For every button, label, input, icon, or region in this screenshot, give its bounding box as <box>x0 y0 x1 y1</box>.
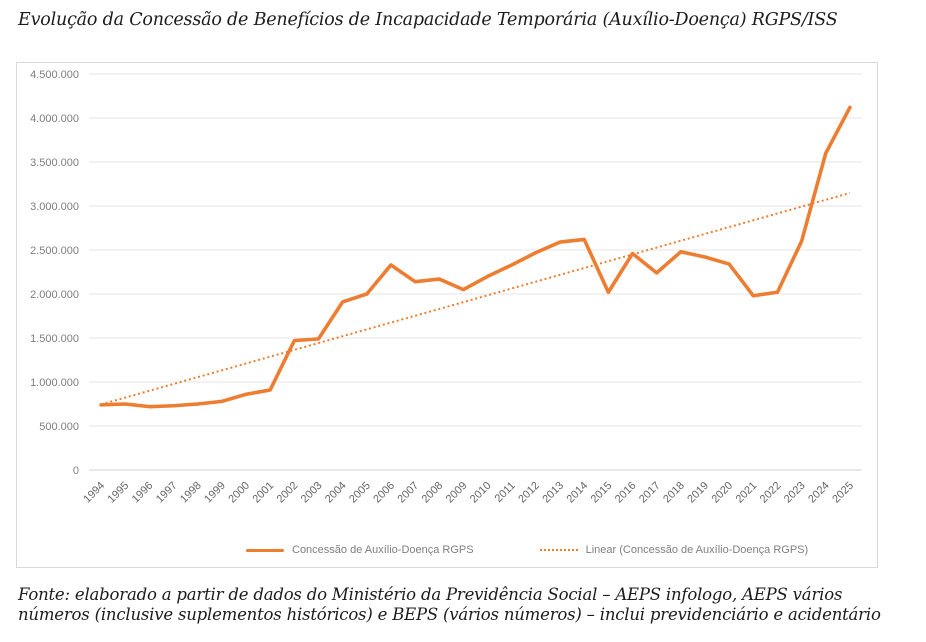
x-tick-label: 1998 <box>178 480 204 506</box>
x-tick-label: 2022 <box>758 480 784 506</box>
x-tick-label: 1995 <box>106 480 132 506</box>
x-tick-label: 2014 <box>565 480 591 506</box>
y-tick-label: 0 <box>73 465 79 477</box>
y-axis-tick-labels: 0 500.000 1.000.000 1.500.000 2.000.000 2.500… <box>30 69 79 477</box>
y-tick-label: 1.500.000 <box>30 333 79 345</box>
trendline <box>100 192 851 406</box>
x-tick-label: 2003 <box>299 480 325 506</box>
x-tick-label: 2005 <box>347 480 373 506</box>
legend-solid-line-icon <box>246 548 284 552</box>
x-axis-tick-labels: 1994199519961997199819992000200120022003… <box>81 480 856 506</box>
x-tick-label: 2001 <box>250 480 276 506</box>
legend-label-series: Concessão de Auxílio-Doença RGPS <box>292 544 474 556</box>
x-tick-label: 2013 <box>540 480 566 506</box>
y-tick-label: 500.000 <box>39 421 79 433</box>
x-tick-label: 2024 <box>806 480 832 506</box>
chart-legend: Concessão de Auxílio-Doença RGPS Linear … <box>246 544 808 556</box>
y-tick-label: 3.500.000 <box>30 157 79 169</box>
x-tick-label: 2009 <box>444 480 470 506</box>
y-tick-label: 1.000.000 <box>30 377 79 389</box>
y-tick-label: 2.500.000 <box>30 245 79 257</box>
x-tick-label: 1994 <box>81 480 107 506</box>
x-tick-label: 2021 <box>734 480 760 506</box>
gridlines <box>89 73 862 471</box>
legend-item-series: Concessão de Auxílio-Doença RGPS <box>246 544 474 556</box>
x-tick-label: 2004 <box>323 480 349 506</box>
x-tick-label: 2025 <box>830 480 856 506</box>
x-tick-label: 2008 <box>420 480 446 506</box>
x-tick-label: 2011 <box>493 480 518 505</box>
x-tick-label: 2006 <box>371 480 397 506</box>
x-tick-label: 2016 <box>613 480 639 506</box>
series-line-concessao-auxilio-doenca <box>99 105 852 409</box>
x-tick-label: 2017 <box>637 480 663 506</box>
x-tick-label: 1997 <box>154 480 180 506</box>
x-tick-label: 2012 <box>516 480 542 506</box>
x-tick-label: 2002 <box>275 480 301 506</box>
x-tick-label: 2000 <box>226 480 252 506</box>
legend-label-trendline: Linear (Concessão de Auxílio-Doença RGPS… <box>585 544 809 556</box>
x-tick-label: 2007 <box>395 480 421 506</box>
y-tick-label: 2.000.000 <box>30 289 79 301</box>
chart-frame: 0 500.000 1.000.000 1.500.000 2.000.000 2.500… <box>16 62 878 568</box>
x-tick-label: 2010 <box>468 480 494 506</box>
x-tick-label: 1999 <box>202 480 228 506</box>
page-title: Evolução da Concessão de Benefícios de I… <box>18 10 838 30</box>
x-tick-label: 2018 <box>661 480 687 506</box>
x-tick-label: 1996 <box>130 480 156 506</box>
y-tick-label: 4.000.000 <box>30 113 79 125</box>
chart-canvas: 0 500.000 1.000.000 1.500.000 2.000.000 2.500… <box>30 69 862 506</box>
legend-item-trendline: Linear (Concessão de Auxílio-Doença RGPS… <box>539 544 809 556</box>
x-tick-label: 2020 <box>709 480 735 506</box>
x-tick-label: 2015 <box>589 480 615 506</box>
x-tick-label: 2023 <box>782 480 808 506</box>
x-tick-label: 2019 <box>685 480 711 506</box>
y-tick-label: 4.500.000 <box>30 69 79 81</box>
source-note: Fonte: elaborado a partir de dados do Mi… <box>18 585 881 625</box>
y-tick-label: 3.000.000 <box>30 201 79 213</box>
legend-dotted-line-icon <box>539 549 578 551</box>
